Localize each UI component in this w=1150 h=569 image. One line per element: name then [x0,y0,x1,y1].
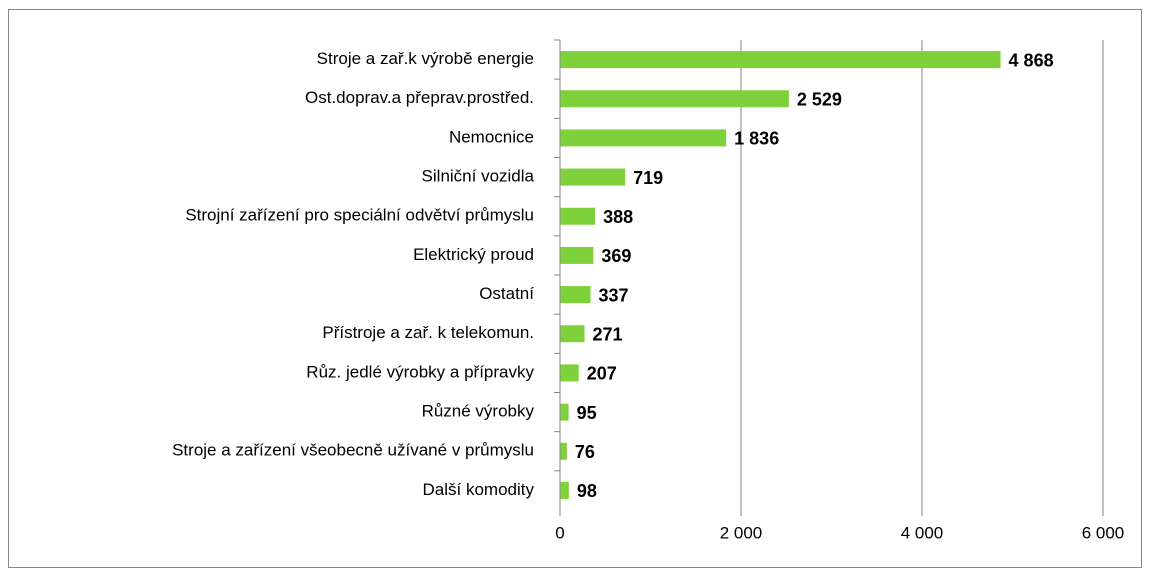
chart-frame [8,9,1142,568]
bar [560,246,594,264]
bar [560,207,596,225]
y-tick-label: Strojní zařízení pro speciální odvětví p… [185,206,534,225]
bar [560,90,789,108]
y-tick-label: Ost.doprav.a přeprav.prostřed. [305,88,534,107]
y-tick-label: Přístroje a zař. k telekomun. [322,323,534,342]
x-tick-label: 4 000 [901,523,944,542]
bar [560,286,591,304]
value-label: 271 [593,325,623,345]
value-label: 4 868 [1009,50,1054,70]
y-tick-label: Různé výrobky [422,402,535,421]
value-label: 95 [577,403,597,423]
y-tick-label: Další komodity [423,480,535,499]
value-label: 98 [577,481,597,501]
y-tick-label: Růz. jedlé výrobky a přípravky [306,362,534,381]
bar [560,403,569,421]
bar [560,325,585,343]
y-tick-label: Stroje a zař.k výrobě energie [317,49,534,68]
bar [560,129,727,147]
bar [560,442,567,460]
value-label: 2 529 [797,90,842,110]
bar [560,168,626,186]
bar [560,51,1001,69]
value-label: 1 836 [734,129,779,149]
value-label: 76 [575,442,595,462]
y-tick-label: Silniční vozidla [422,167,535,186]
y-tick-label: Nemocnice [449,127,534,146]
x-tick-label: 6 000 [1082,523,1125,542]
y-tick-label: Elektrický proud [413,245,534,264]
value-label: 369 [601,246,631,266]
value-label: 337 [598,285,628,305]
x-tick-label: 2 000 [720,523,763,542]
y-tick-label: Stroje a zařízení všeobecně užívané v pr… [172,441,534,460]
value-label: 388 [603,207,633,227]
x-tick-label: 0 [555,523,564,542]
bar [560,481,569,499]
y-tick-label: Ostatní [479,284,534,303]
bar [560,364,579,382]
value-label: 719 [633,168,663,188]
value-label: 207 [587,364,617,384]
